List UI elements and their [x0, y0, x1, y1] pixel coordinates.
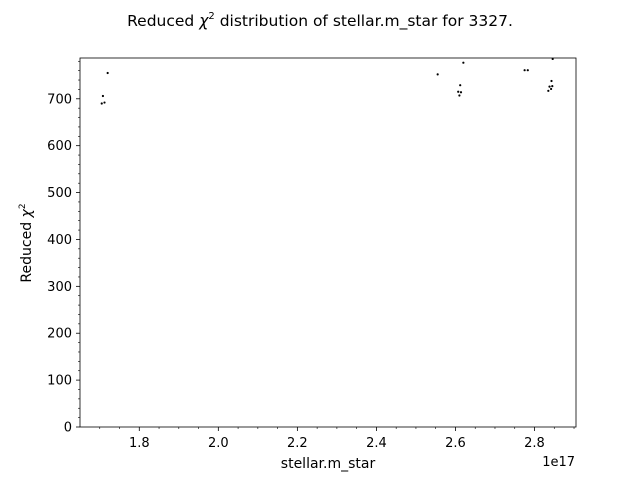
y-tick-label: 200 [47, 327, 72, 342]
data-point [103, 101, 106, 104]
y-axis-label-chi: χ [19, 208, 35, 218]
data-point [459, 91, 463, 94]
y-tick-label: 0 [64, 421, 72, 436]
data-point [458, 94, 461, 97]
data-point [459, 84, 462, 87]
x-tick-label: 2.2 [287, 436, 308, 451]
x-tick-label: 2.6 [445, 436, 466, 451]
data-point [548, 85, 551, 88]
y-tick-label: 600 [47, 139, 72, 154]
data-point [100, 102, 103, 105]
plot-frame [79, 57, 577, 428]
chart-title-suffix: distribution of stellar.m_star for 3327. [215, 12, 513, 31]
data-point [436, 73, 439, 76]
y-axis-label: Reduced χ2 [18, 203, 35, 282]
plot-area: 1.8 2.0 2.2 2.4 2.6 2.8 0 100 200 300 400 500 600 700 [47, 57, 577, 451]
x-axis-offset-label: 1e17 [542, 455, 575, 470]
data-point [462, 61, 465, 64]
y-axis-label-sup: 2 [18, 203, 28, 209]
data-point [547, 89, 550, 92]
chart-title-sup: 2 [208, 11, 214, 22]
data-point [551, 85, 554, 88]
data-point [550, 79, 553, 83]
data-point [526, 69, 529, 72]
x-tick-label: 2.8 [524, 436, 545, 451]
chart-title: Reduced χ2 distribution of stellar.m_sta… [127, 11, 513, 31]
y-tick-label: 100 [47, 374, 72, 389]
y-tick-label: 400 [47, 233, 72, 248]
data-point [457, 90, 460, 93]
data-point [550, 87, 553, 91]
data-point [523, 69, 526, 72]
data-point [101, 94, 105, 98]
y-axis-label-prefix: Reduced [19, 217, 35, 282]
y-tick-label: 700 [47, 92, 72, 107]
x-tick-label: 2.4 [366, 436, 387, 451]
chart-title-chi: χ [198, 12, 209, 30]
y-tick-label: 500 [47, 186, 72, 201]
x-tick-label: 1.8 [129, 436, 150, 451]
x-tick-label: 2.0 [208, 436, 229, 451]
y-tick-label: 300 [47, 280, 72, 295]
data-point [106, 71, 109, 75]
chart-title-prefix: Reduced [127, 12, 199, 30]
x-axis-label: stellar.m_star [281, 456, 376, 472]
